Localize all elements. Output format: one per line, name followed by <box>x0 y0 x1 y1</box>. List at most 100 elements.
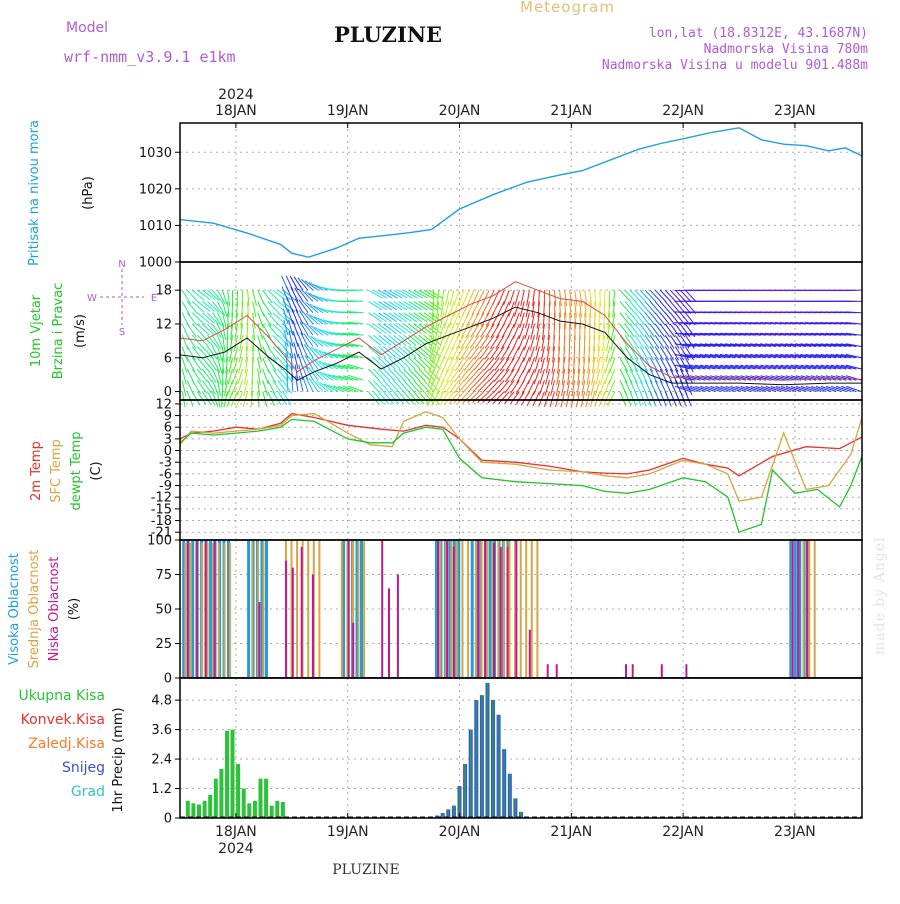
precip-ytick-label: 4.8 <box>151 694 172 709</box>
cloud-low-bar <box>312 575 314 679</box>
precip-total-bar <box>191 803 195 818</box>
precip-total-bar <box>270 806 274 818</box>
cloud-mid-bar <box>307 540 309 678</box>
wind-arrow <box>625 313 635 326</box>
wind-arrow <box>394 380 405 392</box>
wind-arrow <box>404 358 416 369</box>
cloud-low-bar <box>792 540 794 678</box>
temperature-ylabel-0: 2m Temp <box>29 441 44 501</box>
wind-arrow <box>253 346 254 362</box>
precip-snow-inner <box>514 798 516 818</box>
lonlat-info: lon,lat (18.8312E, 43.1687N) <box>649 26 868 41</box>
wind-arrow <box>414 392 424 404</box>
wind-arrow <box>399 392 409 404</box>
wind-arrow <box>460 358 469 371</box>
wind-arrow <box>409 380 420 392</box>
clouds-ylabel-0: Visoka Oblacnost <box>7 553 22 665</box>
wind-arrow <box>495 358 505 371</box>
wind-arrow <box>414 380 425 392</box>
cloud-high-bar <box>489 540 492 678</box>
wind-arrow <box>625 324 634 337</box>
wind-arrow <box>645 301 655 313</box>
clouds-ylabel-3: (%) <box>67 598 82 621</box>
wind-arrow <box>222 369 223 385</box>
bottom-day-label: 20JAN <box>439 824 481 840</box>
cloud-mid-bar <box>467 540 469 678</box>
wind-arrow <box>480 335 489 348</box>
cloud-low-bar <box>352 623 354 678</box>
wind-arrow <box>470 335 479 348</box>
wind-arrow <box>469 369 479 381</box>
wind-arrow <box>635 324 644 337</box>
precip-ytick-label: 3.6 <box>151 723 172 738</box>
wind-arrow <box>499 380 509 392</box>
wind-arrow <box>635 290 646 302</box>
wind-arrow <box>468 380 479 392</box>
precip-total-bar <box>247 803 251 818</box>
cloud-mid-bar <box>251 541 253 678</box>
wind-arrow <box>555 301 556 317</box>
precip-legend-4: Grad <box>71 784 105 800</box>
bottom-day-label: 21JAN <box>550 824 592 840</box>
clouds-ytick-label: 50 <box>155 603 172 618</box>
precip-ylabel-0: 1hr Precip (mm) <box>111 707 126 812</box>
pressure-ylabel-1: (hPa) <box>81 176 96 210</box>
top-day-label: 18JAN <box>215 103 257 119</box>
model-altitude-info: Nadmorska Visina u modelu 901.488m <box>602 58 868 73</box>
temperature-ylabel-3: (C) <box>89 461 104 480</box>
cloud-high-bar <box>794 540 797 678</box>
top-day-label: 19JAN <box>327 103 369 119</box>
cloud-low-bar <box>388 588 390 678</box>
cloud-low-bar <box>397 575 399 679</box>
cloud-high-bar <box>265 540 268 678</box>
wind-arrow <box>404 392 414 404</box>
wind-arrow <box>419 392 429 404</box>
wind-arrow <box>685 290 696 302</box>
wind-arrow <box>499 392 510 404</box>
wind-arrow <box>394 369 405 380</box>
pressure-ylabel-0: Pritisak na nivou mora <box>27 120 42 266</box>
cloud-low-bar <box>348 540 350 678</box>
wind-arrow <box>263 290 272 303</box>
wind-arrow <box>373 380 384 392</box>
wind-arrow <box>630 313 640 326</box>
clouds-ytick-label: 25 <box>155 637 172 652</box>
wind-arrow <box>650 301 660 313</box>
precip-snow-inner <box>503 749 505 818</box>
cloud-mid-bar <box>201 543 203 678</box>
cloud-mid-bar <box>318 540 320 678</box>
top-day-label: 22JAN <box>662 103 704 119</box>
top-day-label: 23JAN <box>774 103 816 119</box>
wind-arrow <box>665 290 676 302</box>
wind-arrow <box>680 290 691 302</box>
wind-arrow <box>650 290 661 302</box>
wind-arrow <box>419 358 431 369</box>
cloud-mid-bar <box>296 540 298 678</box>
wind-arrow <box>670 335 679 348</box>
wind-arrow <box>655 301 665 313</box>
wind-arrow <box>347 301 363 302</box>
wind-arrow <box>378 380 389 392</box>
cloud-mid-bar <box>184 543 186 678</box>
cloud-mid-bar <box>509 540 511 678</box>
wind-arrow <box>500 358 509 371</box>
wind-arrow <box>378 346 390 357</box>
top-year-label: 2024 <box>218 87 254 103</box>
wind-arrow <box>488 380 499 392</box>
wind-arrow <box>450 369 459 382</box>
wind-arrow <box>389 369 400 380</box>
wind-arrow <box>488 392 499 403</box>
wind-arrow <box>620 301 630 313</box>
cloud-high-bar <box>247 540 250 678</box>
cloud-low-bar <box>515 540 517 678</box>
wind-arrow <box>283 392 291 406</box>
wind-ytick-label: 18 <box>155 284 172 299</box>
wind-arrow <box>424 346 436 357</box>
wind-arrow <box>665 313 675 326</box>
cloud-mid-bar <box>218 543 220 678</box>
wind-arrow <box>483 392 494 403</box>
precip-snow-inner <box>475 700 477 818</box>
wind-ytick-label: 12 <box>155 317 172 332</box>
wind-arrow <box>660 335 669 348</box>
